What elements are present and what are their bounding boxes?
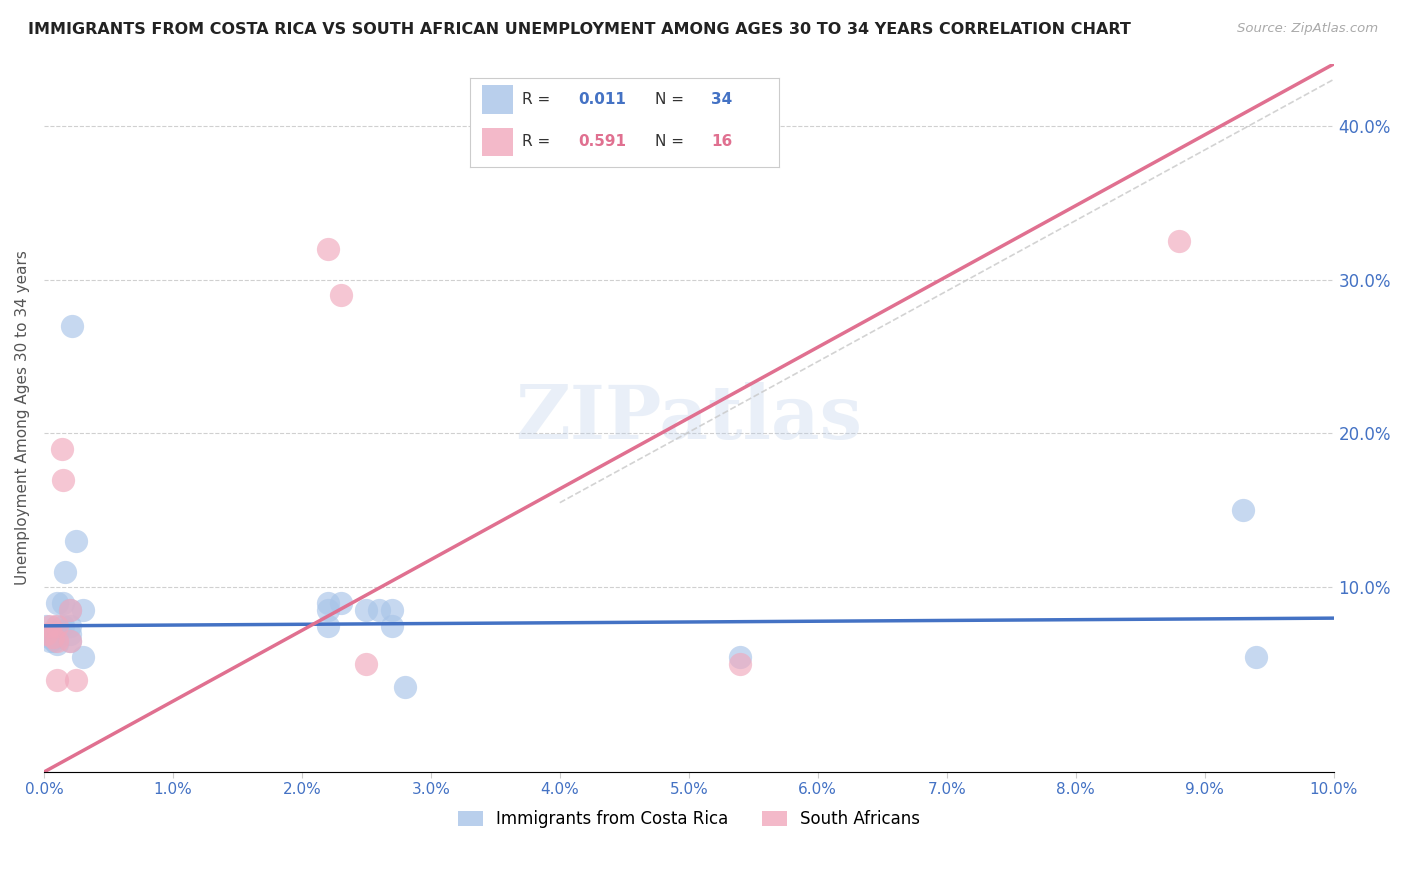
Text: ZIPatlas: ZIPatlas — [515, 382, 862, 455]
Point — [39, 634, 62, 648]
Point — [51, 442, 73, 456]
Point — [45, 637, 67, 651]
Point — [38, 630, 60, 644]
Point — [72, 603, 94, 617]
Point — [316, 242, 339, 256]
Point — [37, 626, 59, 640]
Point — [41, 630, 63, 644]
Point — [35, 619, 58, 633]
Point — [59, 634, 82, 648]
Point — [60, 318, 83, 333]
Point — [45, 634, 67, 648]
Point — [59, 626, 82, 640]
Point — [59, 603, 82, 617]
Point — [45, 619, 67, 633]
Point — [356, 657, 378, 672]
Point — [381, 619, 404, 633]
Point — [1244, 649, 1267, 664]
Point — [316, 619, 339, 633]
Point — [730, 657, 752, 672]
Point — [39, 619, 62, 633]
Legend: Immigrants from Costa Rica, South Africans: Immigrants from Costa Rica, South Africa… — [451, 803, 927, 835]
Point — [316, 603, 339, 617]
Point — [65, 534, 87, 549]
Point — [730, 649, 752, 664]
Point — [59, 603, 82, 617]
Text: IMMIGRANTS FROM COSTA RICA VS SOUTH AFRICAN UNEMPLOYMENT AMONG AGES 30 TO 34 YEA: IMMIGRANTS FROM COSTA RICA VS SOUTH AFRI… — [28, 22, 1130, 37]
Point — [1167, 234, 1189, 248]
Point — [381, 603, 404, 617]
Point — [45, 596, 67, 610]
Point — [59, 634, 82, 648]
Point — [65, 673, 87, 687]
Point — [329, 596, 352, 610]
Point — [356, 603, 378, 617]
Point — [42, 630, 65, 644]
Point — [72, 649, 94, 664]
Point — [394, 681, 416, 695]
Point — [45, 619, 67, 633]
Point — [59, 619, 82, 633]
Point — [316, 596, 339, 610]
Point — [35, 626, 58, 640]
Y-axis label: Unemployment Among Ages 30 to 34 years: Unemployment Among Ages 30 to 34 years — [15, 251, 30, 585]
Point — [45, 630, 67, 644]
Point — [52, 473, 75, 487]
Point — [368, 603, 391, 617]
Point — [52, 596, 75, 610]
Point — [329, 288, 352, 302]
Text: Source: ZipAtlas.com: Source: ZipAtlas.com — [1237, 22, 1378, 36]
Point — [53, 565, 76, 579]
Point — [1232, 503, 1254, 517]
Point — [44, 634, 66, 648]
Point — [45, 673, 67, 687]
Point — [52, 619, 75, 633]
Point — [42, 626, 65, 640]
